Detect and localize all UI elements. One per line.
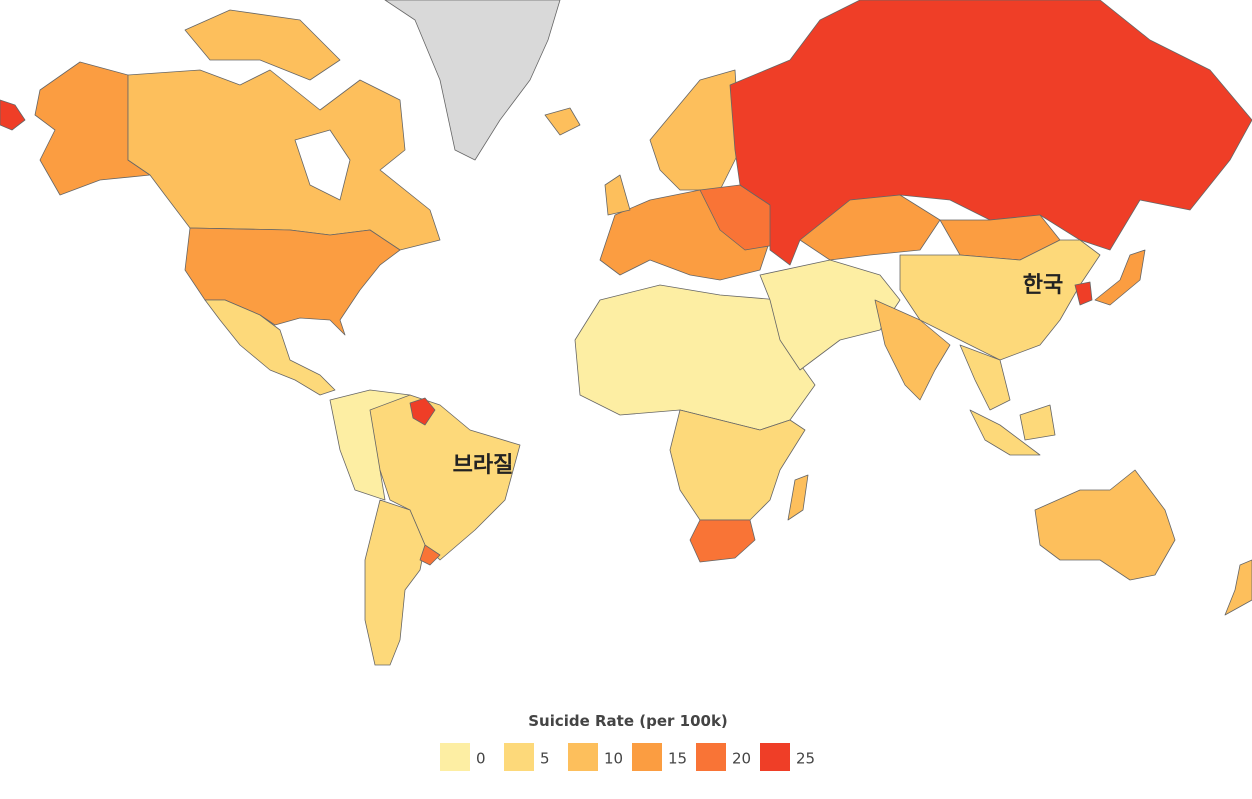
- korea: [1074, 281, 1093, 306]
- legend-swatch: [568, 743, 598, 771]
- borneo: [1019, 404, 1056, 441]
- legend-swatch: [440, 743, 470, 771]
- alaska: [34, 61, 151, 196]
- southeast-asia: [959, 344, 1011, 411]
- legend-label: 15: [668, 750, 687, 768]
- legend-label: 10: [604, 750, 623, 768]
- iceland: [544, 107, 581, 136]
- central-africa: [669, 409, 806, 521]
- legend-swatch: [696, 743, 726, 771]
- legend-label: 0: [476, 750, 486, 768]
- japan: [1094, 249, 1146, 306]
- brazil: [369, 394, 521, 561]
- arctic-islands: [184, 9, 341, 81]
- middle-east: [759, 259, 901, 371]
- canada: [127, 69, 441, 251]
- south-africa: [689, 519, 756, 563]
- usa: [184, 227, 401, 336]
- annotation: 브라질: [453, 453, 514, 478]
- australia: [1034, 469, 1176, 581]
- india: [874, 299, 951, 401]
- china: [899, 239, 1101, 361]
- legend-swatch: [632, 743, 662, 771]
- legend-label: 20: [732, 750, 751, 768]
- legend-swatch: [760, 743, 790, 771]
- legend-swatch: [504, 743, 534, 771]
- indonesia: [969, 409, 1041, 456]
- chukotka: [0, 99, 26, 131]
- uruguay: [419, 544, 441, 566]
- guyana: [409, 397, 436, 426]
- legend-title: Suicide Rate (per 100k): [528, 712, 728, 730]
- scandinavia: [649, 69, 741, 191]
- legend: 0 5 10 15 20 25: [440, 743, 815, 771]
- mexico: [204, 299, 336, 396]
- madagascar: [787, 474, 809, 521]
- argentina-chile: [364, 499, 426, 666]
- kazakhstan: [799, 194, 941, 261]
- north-africa: [574, 284, 816, 431]
- greenland: [384, 0, 561, 161]
- annotation: 한국: [1023, 273, 1063, 298]
- new-zealand: [1224, 559, 1252, 616]
- legend-label: 5: [540, 750, 550, 768]
- uk: [604, 174, 631, 216]
- countries: [0, 0, 1252, 666]
- hudson-bay: [294, 129, 351, 201]
- legend-label: 25: [796, 750, 815, 768]
